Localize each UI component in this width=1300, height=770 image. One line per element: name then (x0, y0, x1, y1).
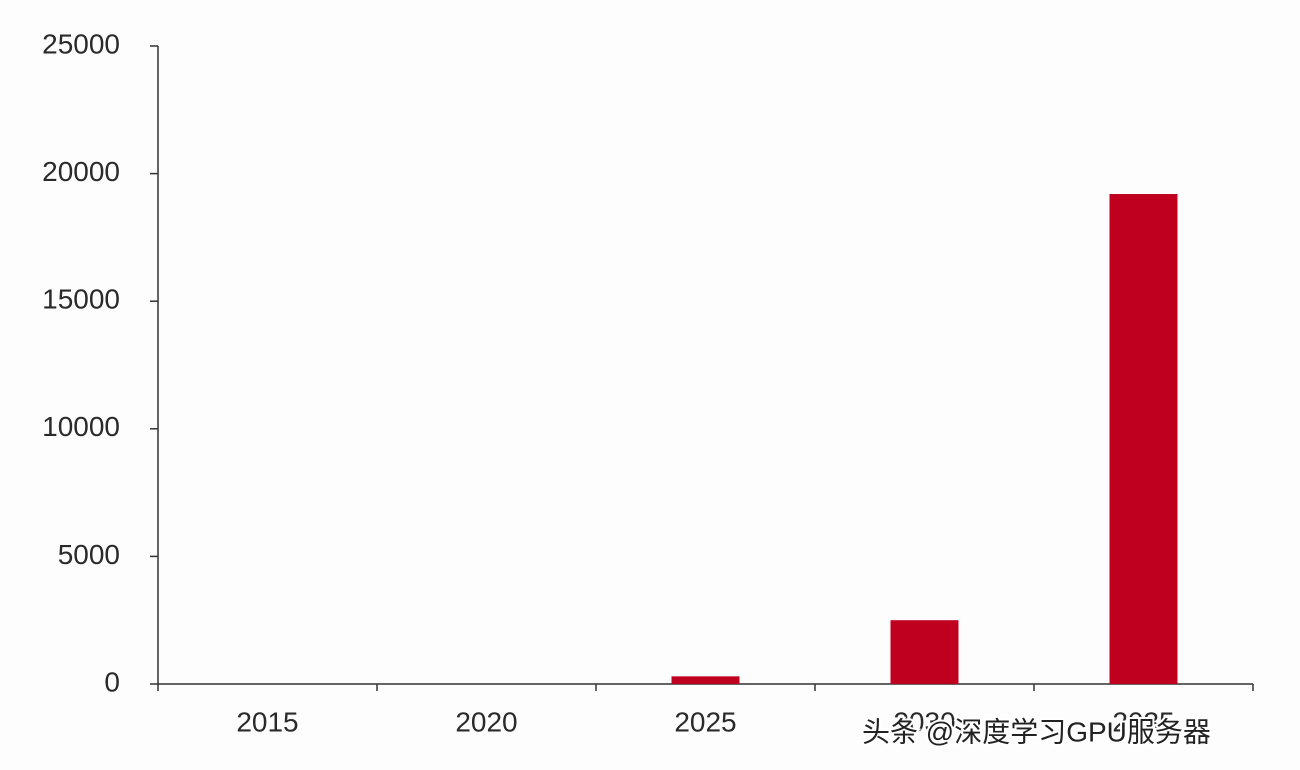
y-tick-label: 0 (104, 666, 120, 697)
y-tick-label: 10000 (42, 411, 120, 442)
bar (1109, 194, 1178, 685)
x-tick-label: 2035 (1112, 706, 1174, 737)
watermark: 头条 @深度学习GPU服务器 (862, 716, 1211, 747)
bar (890, 620, 959, 684)
x-tick-label: 2020 (455, 706, 517, 737)
y-tick-label: 25000 (42, 28, 120, 59)
x-tick-label: 2025 (674, 706, 736, 737)
x-tick-label: 2030 (893, 706, 955, 737)
y-tick-label: 15000 (42, 284, 120, 315)
bar (671, 676, 740, 684)
y-tick-label: 20000 (42, 156, 120, 187)
x-tick-label: 2015 (236, 706, 298, 737)
y-tick-label: 5000 (58, 539, 120, 570)
